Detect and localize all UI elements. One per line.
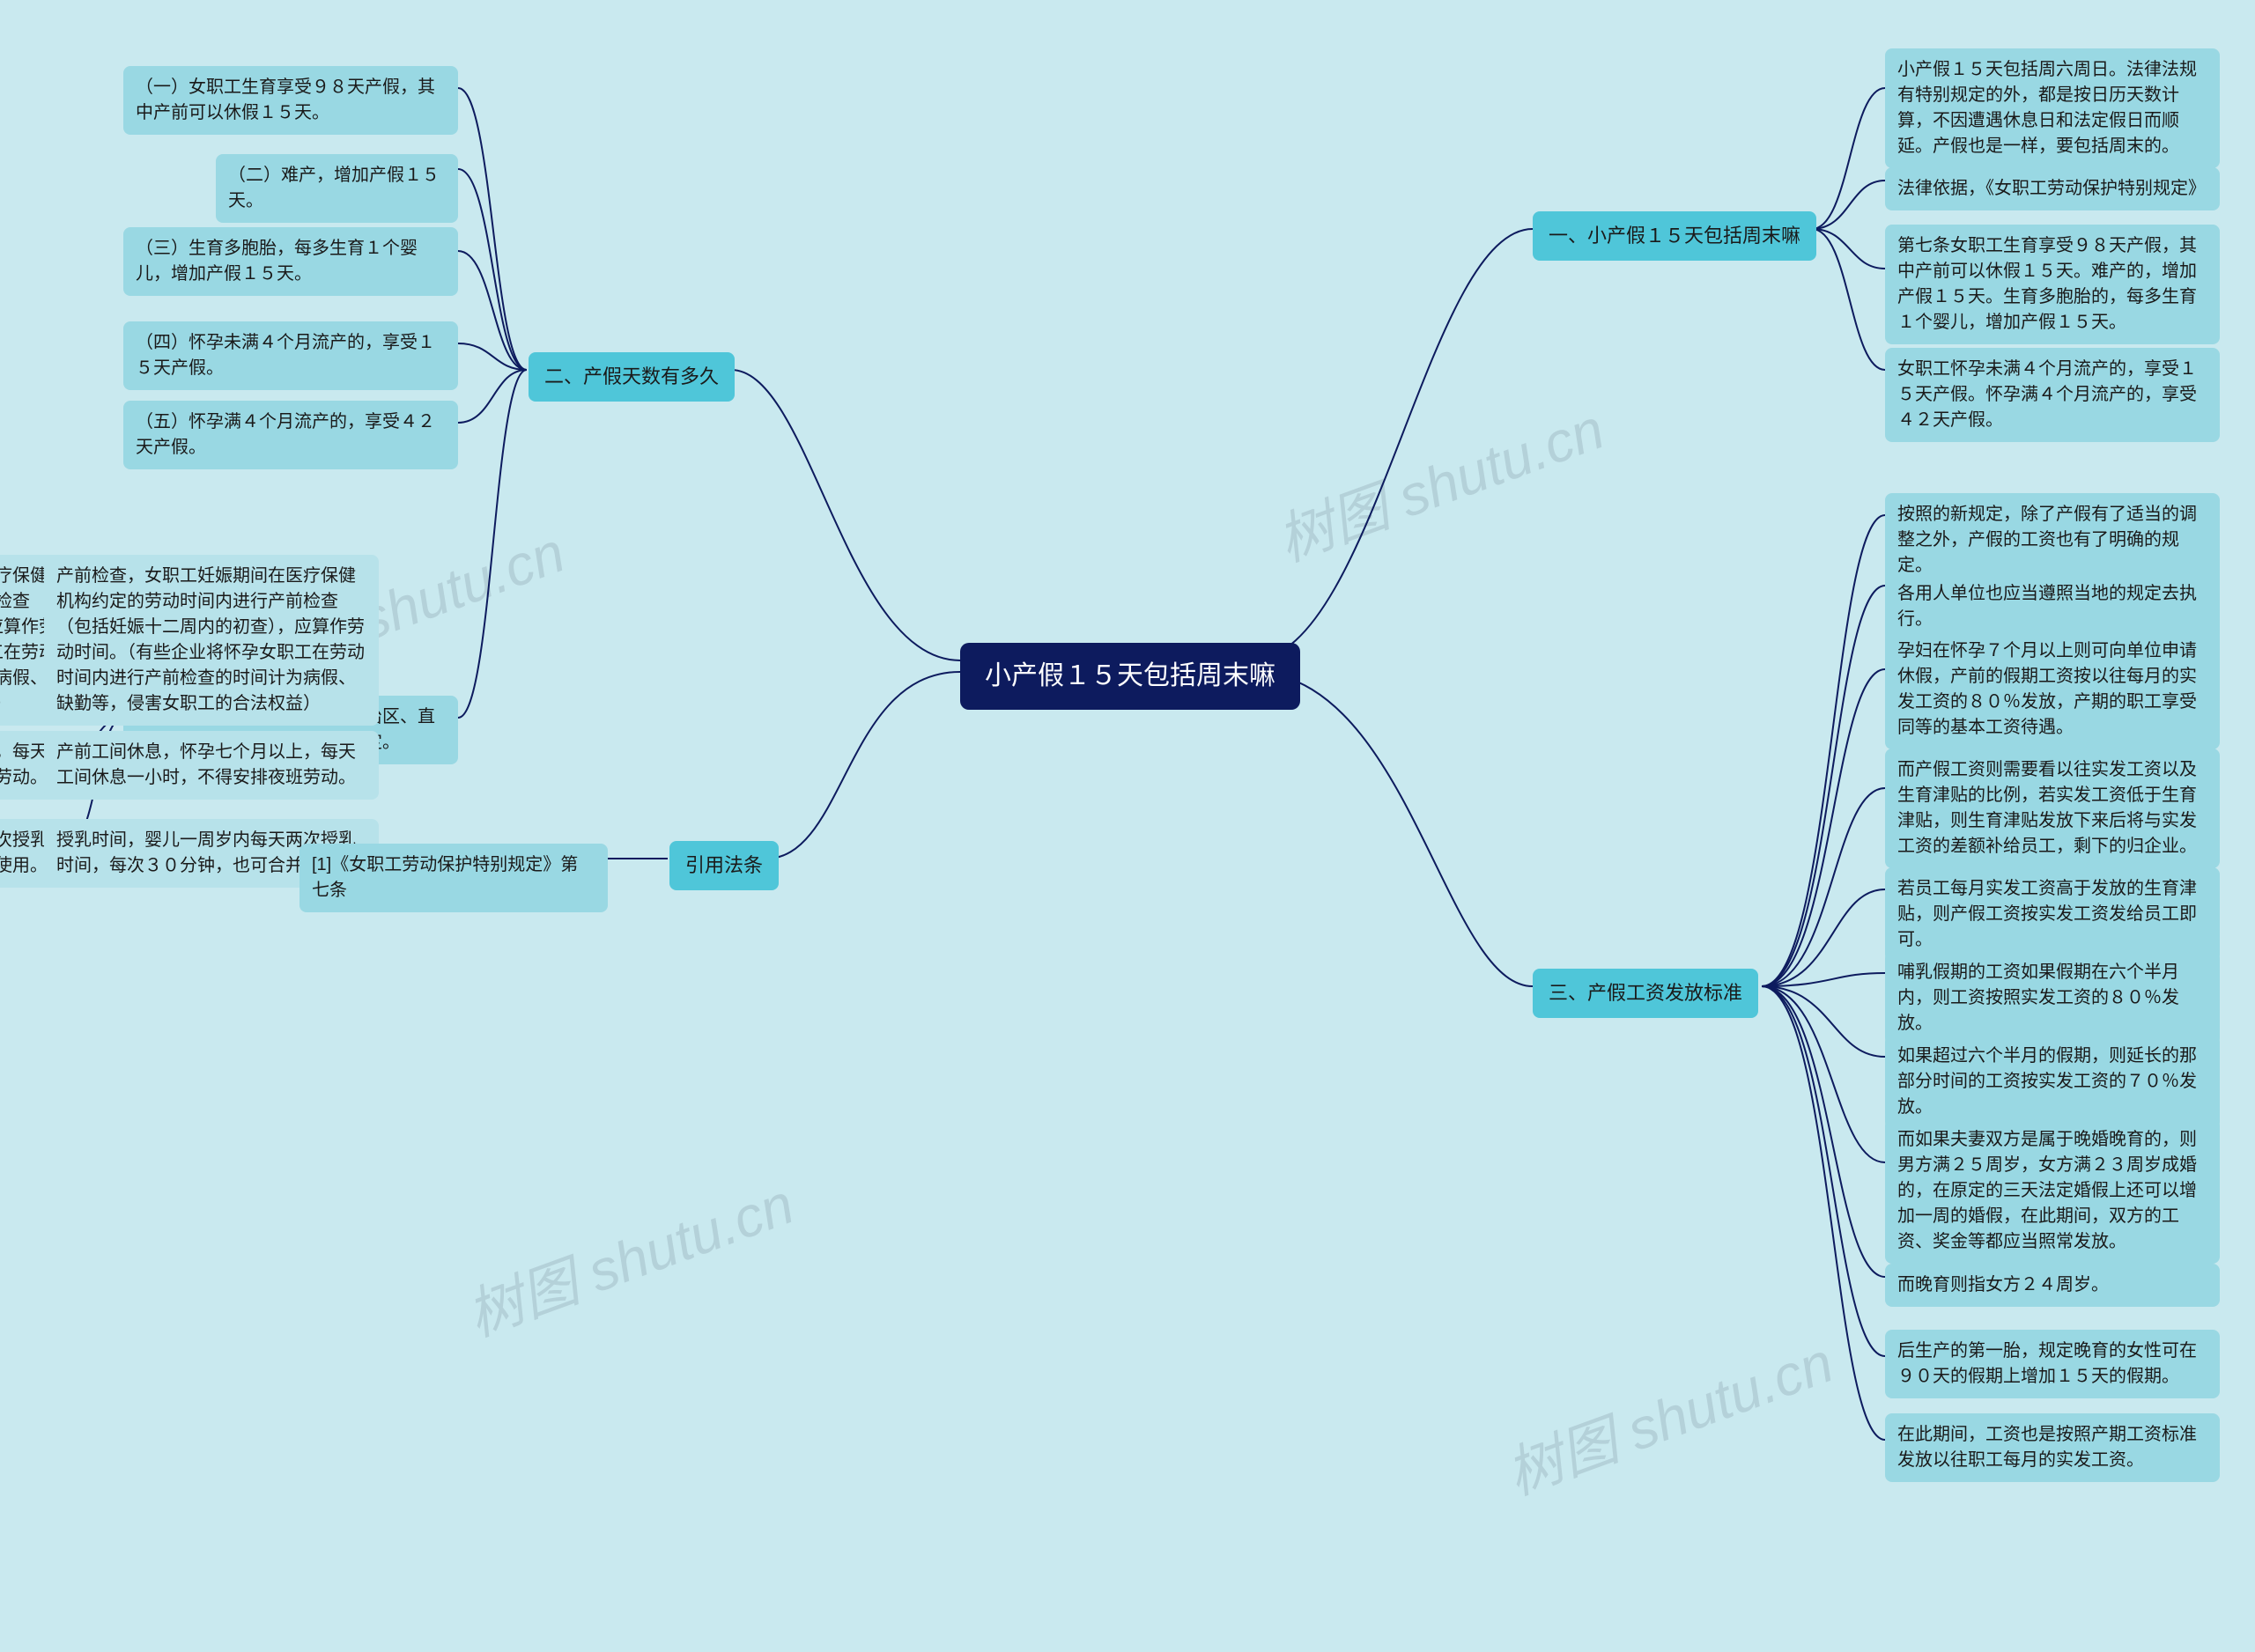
branch-citation: 引用法条	[669, 841, 779, 890]
leaf-node: 孕妇在怀孕７个月以上则可向单位申请休假，产前的假期工资按以往每月的实发工资的８０…	[1885, 630, 2220, 749]
leaf-node: 小产假１５天包括周六周日。法律法规有特别规定的外，都是按日历天数计算，不因遭遇休…	[1885, 48, 2220, 168]
leaf-node: 第七条女职工生育享受９８天产假，其中产前可以休假１５天。难产的，增加产假１５天。…	[1885, 225, 2220, 344]
leaf-node: （三）生育多胞胎，每多生育１个婴儿，增加产假１５天。	[123, 227, 458, 296]
leaf-node: 法律依据，《女职工劳动保护特别规定》	[1885, 167, 2220, 210]
leaf-node: 而产假工资则需要看以往实发工资以及生育津贴的比例，若实发工资低于生育津贴，则生育…	[1885, 749, 2220, 868]
branch-section-1: 一、小产假１５天包括周末嘛	[1533, 211, 1816, 261]
center-node: 小产假１５天包括周末嘛	[960, 643, 1300, 710]
leaf-node: （五）怀孕满４个月流产的，享受４２天产假。	[123, 401, 458, 469]
watermark: 树图 shutu.cn	[1265, 384, 1614, 577]
leaf-node-sub: 产前工间休息，怀孕七个月以上，每天工间休息一小时，不得安排夜班劳动。	[44, 731, 379, 800]
leaf-node-sub: 产前检查，女职工妊娠期间在医疗保健机构约定的劳动时间内进行产前检查（包括妊娠十二…	[44, 555, 379, 726]
leaf-node: （一）女职工生育享受９８天产假，其中产前可以休假１５天。	[123, 66, 458, 135]
leaf-node: [1]《女职工劳动保护特别规定》第七条	[299, 844, 608, 912]
leaf-node: （二）难产，增加产假１５天。	[216, 154, 458, 223]
watermark: 树图 shutu.cn	[1494, 1317, 1843, 1510]
leaf-node: 如果超过六个半月的假期，则延长的那部分时间的工资按实发工资的７０％发放。	[1885, 1035, 2220, 1129]
leaf-node: （四）怀孕未满４个月流产的，享受１５天产假。	[123, 321, 458, 390]
branch-section-3: 三、产假工资发放标准	[1533, 969, 1758, 1018]
leaf-node: 哺乳假期的工资如果假期在六个半月内，则工资按照实发工资的８０％发放。	[1885, 951, 2220, 1045]
leaf-node: 女职工怀孕未满４个月流产的，享受１５天产假。怀孕满４个月流产的，享受４２天产假。	[1885, 348, 2220, 442]
leaf-node: 而如果夫妻双方是属于晚婚晚育的，则男方满２５周岁，女方满２３周岁成婚的，在原定的…	[1885, 1118, 2220, 1264]
leaf-node: 而晚育则指女方２４周岁。	[1885, 1264, 2220, 1307]
leaf-node: 后生产的第一胎，规定晚育的女性可在９０天的假期上增加１５天的假期。	[1885, 1330, 2220, 1398]
leaf-node: 若员工每月实发工资高于发放的生育津贴，则产假工资按实发工资发给员工即可。	[1885, 867, 2220, 962]
leaf-node: 在此期间，工资也是按照产期工资标准发放以往职工每月的实发工资。	[1885, 1413, 2220, 1482]
watermark: 树图 shutu.cn	[455, 1159, 803, 1352]
branch-section-2: 二、产假天数有多久	[529, 352, 735, 402]
